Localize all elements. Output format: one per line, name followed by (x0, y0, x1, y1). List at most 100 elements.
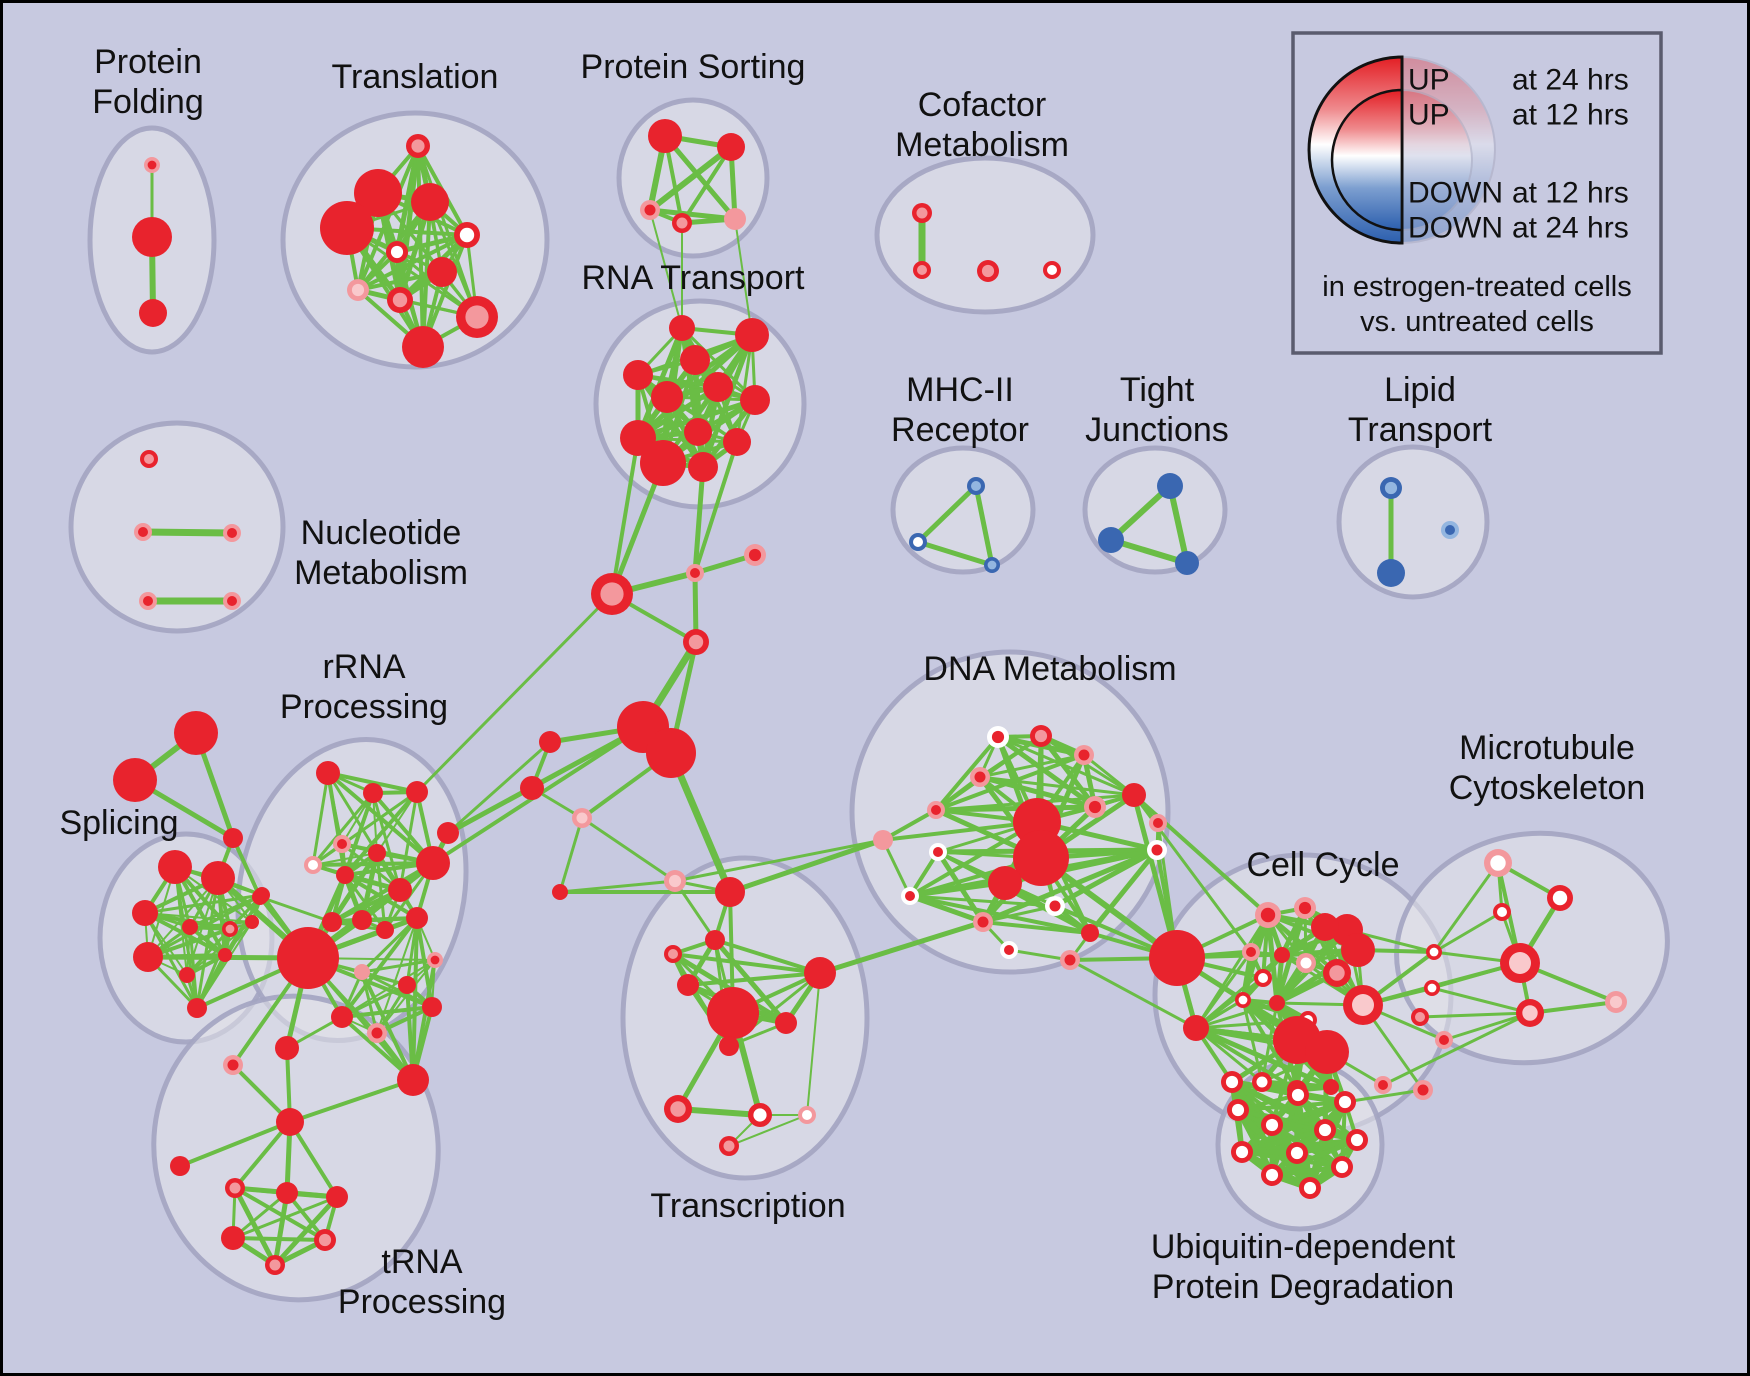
node-cc12 (1343, 985, 1383, 1025)
node-inner-circle (1509, 952, 1531, 974)
edge-tr1-tr10 (416, 144, 479, 319)
node-lt1 (1380, 477, 1402, 499)
node-outer-circle (648, 119, 682, 153)
edge-dm14-dm17 (980, 847, 1160, 925)
node-ps2 (717, 133, 745, 161)
edge-ps5-rt2 (734, 218, 753, 336)
node-mid3 (572, 808, 592, 828)
node-cc11 (1269, 995, 1285, 1011)
node-inner-circle (600, 582, 624, 606)
node-outer-circle (1149, 930, 1205, 986)
node-dm19 (1000, 941, 1018, 959)
node-outer-circle (398, 976, 416, 994)
legend-row-dir: UP (1408, 64, 1450, 97)
nodes (113, 119, 1627, 1275)
node-tn5 (225, 1178, 245, 1198)
node-sp1 (158, 850, 192, 884)
edge-mh2-mh3 (915, 539, 995, 568)
edge-rr2-rr5 (311, 791, 375, 867)
edge-mid3-mid4 (558, 816, 584, 894)
cluster-ellipse-mhc-ii-receptor (890, 445, 1036, 575)
edge-tn3-tn5 (233, 1120, 292, 1190)
edge-dm10-cchub (1038, 855, 1180, 961)
node-rt11 (640, 440, 686, 486)
node-rr15 (331, 1006, 353, 1028)
node-rt8 (684, 418, 712, 446)
node-tr3 (411, 183, 449, 221)
cluster-label-rrna-processing-line1: rRNA (322, 648, 405, 686)
node-lt2 (1441, 521, 1459, 539)
node-inner-circle (1298, 901, 1312, 915)
node-pf2 (132, 217, 172, 257)
node-dm11 (988, 866, 1022, 900)
node-inner-circle (1290, 1146, 1304, 1160)
cluster-label-mhc-ii-receptor-line2: Receptor (891, 411, 1029, 449)
node-inner-circle (905, 891, 915, 901)
node-inner-circle (1260, 907, 1276, 923)
node-u9 (1286, 1142, 1308, 1164)
edge-rr18-rr20 (360, 970, 434, 1009)
node-u5 (1261, 1114, 1283, 1136)
node-nm5 (223, 592, 241, 610)
node-inner-circle (1415, 1012, 1425, 1022)
node-inner-circle (931, 805, 941, 815)
node-sp2 (201, 861, 235, 895)
node-tn6 (276, 1182, 298, 1204)
node-outer-circle (331, 1006, 353, 1028)
node-outer-circle (218, 948, 232, 962)
edge-rr1-rr5 (311, 771, 330, 867)
cluster-label-tight-junctions-line2: Junctions (1085, 411, 1229, 449)
node-outer-circle (277, 927, 339, 989)
cluster-label-tight-junctions-line1: Tight (1120, 371, 1195, 409)
legend-row-dir: UP (1408, 99, 1450, 132)
edge-rr20-rr21 (360, 970, 415, 1082)
node-outer-circle (275, 1036, 299, 1060)
edge-ps3-ps5 (647, 207, 738, 222)
node-inner-circle (1049, 900, 1061, 912)
node-tr2 (354, 169, 402, 217)
node-outer-circle (680, 345, 710, 375)
node-outer-circle (719, 1036, 739, 1056)
node-dm13 (901, 887, 919, 905)
node-inner-circle (1151, 844, 1163, 856)
node-cc9 (1254, 969, 1272, 987)
node-inner-circle (337, 839, 347, 849)
edge-cc21-mt5 (1430, 986, 1532, 1015)
node-cc25 (1374, 1076, 1392, 1094)
node-tx5 (707, 987, 759, 1039)
node-inner-circle (981, 264, 995, 278)
edge-rr22-rr10 (258, 895, 334, 924)
node-tn7 (326, 1186, 348, 1208)
node-dm5 (970, 767, 990, 787)
node-sp5 (182, 919, 198, 935)
node-inner-circle (670, 1101, 686, 1117)
cluster-label-transcription-line1: Transcription (650, 1187, 845, 1225)
node-rt12 (688, 452, 718, 482)
edge-tx1-dm1 (727, 837, 886, 895)
node-cc19 (1323, 1079, 1339, 1095)
edge-mh1-mh2 (915, 483, 979, 545)
node-mid2 (520, 776, 544, 800)
node-cc22 (1411, 1008, 1429, 1026)
node-outer-circle (1274, 947, 1290, 963)
node-pf3 (139, 299, 167, 327)
node-inner-circle (1225, 1075, 1239, 1089)
node-outer-circle (804, 957, 836, 989)
node-inner-circle (1235, 1145, 1249, 1159)
node-outer-circle (735, 318, 769, 352)
cluster-label-protein-sorting-line1: Protein Sorting (581, 48, 806, 86)
edge-rt11-ch3 (609, 460, 666, 597)
node-tn3 (276, 1108, 304, 1136)
node-rr12 (376, 921, 394, 939)
node-rr21 (397, 1064, 429, 1096)
legend-row-time: at 12 hrs (1512, 177, 1629, 210)
node-mt4 (1500, 943, 1540, 983)
node-tx3 (705, 930, 725, 950)
node-outer-circle (336, 866, 354, 884)
node-inner-circle (977, 916, 989, 928)
node-outer-circle (402, 326, 444, 368)
node-tx7 (775, 1012, 797, 1034)
node-cchub (1149, 930, 1205, 986)
